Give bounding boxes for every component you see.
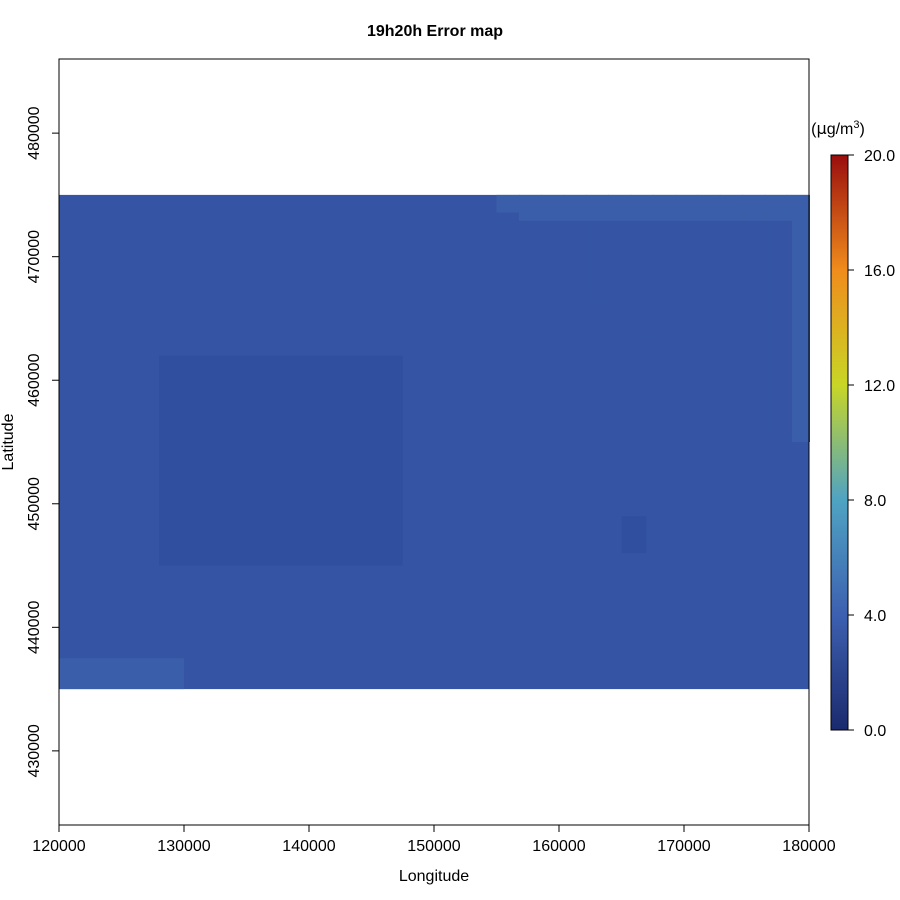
colorbar-tick-label: 4.0 [864,608,886,625]
y-tick-label: 470000 [26,230,43,283]
y-tick-label: 440000 [26,601,43,654]
heatmap-region-northeast-light-band [786,194,810,442]
heatmap-region-fill [634,220,659,337]
heatmap-region-fill [746,220,770,425]
y-tick-label: 480000 [26,106,43,159]
heatmap-region-southwest-light-band [59,658,184,690]
y-tick-label: 460000 [26,353,43,406]
y-axis-title: Latitude [0,413,17,470]
heatmap-region-fill [545,220,569,266]
heatmap-region-fill [612,220,636,319]
colorbar-tick-label: 0.0 [864,723,886,740]
heatmap-region-small-dark-patch [621,516,647,554]
heatmap-region-fill [679,220,703,372]
colorbar-tick-label: 8.0 [864,493,886,510]
colorbar-tick-label: 12.0 [864,378,895,395]
heatmap-region-fill [567,220,592,284]
heatmap-region-northeast-light-band [496,194,520,213]
colorbar-tick-label: 20.0 [864,148,895,165]
heatmap-region-fill [657,220,681,354]
colorbar-tick-label: 16.0 [864,263,895,280]
heatmap-region-fill [523,220,547,248]
heatmap-region-fill [724,220,748,407]
x-tick-label: 120000 [32,838,85,855]
x-tick-label: 170000 [657,838,710,855]
colorbar-gradient [830,154,849,731]
heatmap-region-fill [701,220,726,390]
x-axis: 120000 130000 140000 150000 160000 170000 1800… [32,825,836,855]
x-tick-label: 160000 [532,838,585,855]
x-tick-label: 140000 [282,838,335,855]
chart-title: 19h20h Error map [367,23,503,40]
y-tick-label: 430000 [26,724,43,777]
colorbar-unit-label: (µg/m3) [811,119,865,138]
y-tick-label: 450000 [26,477,43,530]
x-tick-label: 130000 [157,838,210,855]
x-axis-title: Longitude [399,868,469,885]
heatmap-region-central-dark-patch [159,355,403,566]
heatmap-region-fill [500,220,525,231]
colorbar-axis: 0.0 4.0 8.0 12.0 16.0 20.0 [848,148,895,740]
heatmap-region-fill [768,220,792,442]
x-tick-label: 150000 [407,838,460,855]
plot-area [59,194,810,690]
y-axis: 430000 440000 450000 460000 470000 480000 [26,106,59,778]
heatmap-region-fill [590,220,614,301]
x-tick-label: 180000 [782,838,835,855]
